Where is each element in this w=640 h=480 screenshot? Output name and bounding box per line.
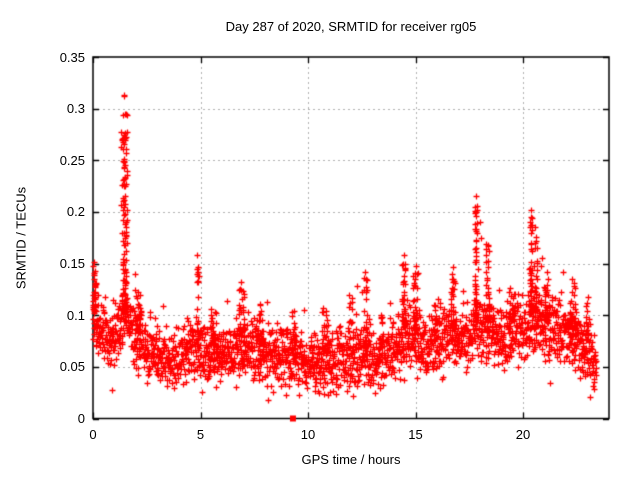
y-axis-title: SRMTID / TECUs (13, 186, 29, 290)
y-tick-label: 0.3 (66, 101, 85, 117)
y-tick-label: 0.1 (66, 307, 85, 323)
y-tick-label: 0 (77, 411, 85, 426)
x-tick-label: 5 (196, 427, 205, 442)
y-tick-label: 0.25 (59, 152, 85, 168)
y-tick-label: 0.05 (59, 359, 85, 375)
y-tick-label: 0.35 (59, 49, 85, 65)
y-tick-label: 0.2 (66, 204, 85, 220)
y-tick-label: 0.15 (59, 256, 85, 272)
x-tick-label: 15 (408, 427, 423, 442)
x-axis-title: GPS time / hours (301, 452, 401, 467)
x-tick-label: 10 (300, 427, 316, 442)
chart-title: Day 287 of 2020, SRMTID for receiver rg0… (225, 19, 477, 34)
x-tick-label: 20 (515, 427, 531, 442)
x-tick-label: 0 (89, 427, 97, 442)
